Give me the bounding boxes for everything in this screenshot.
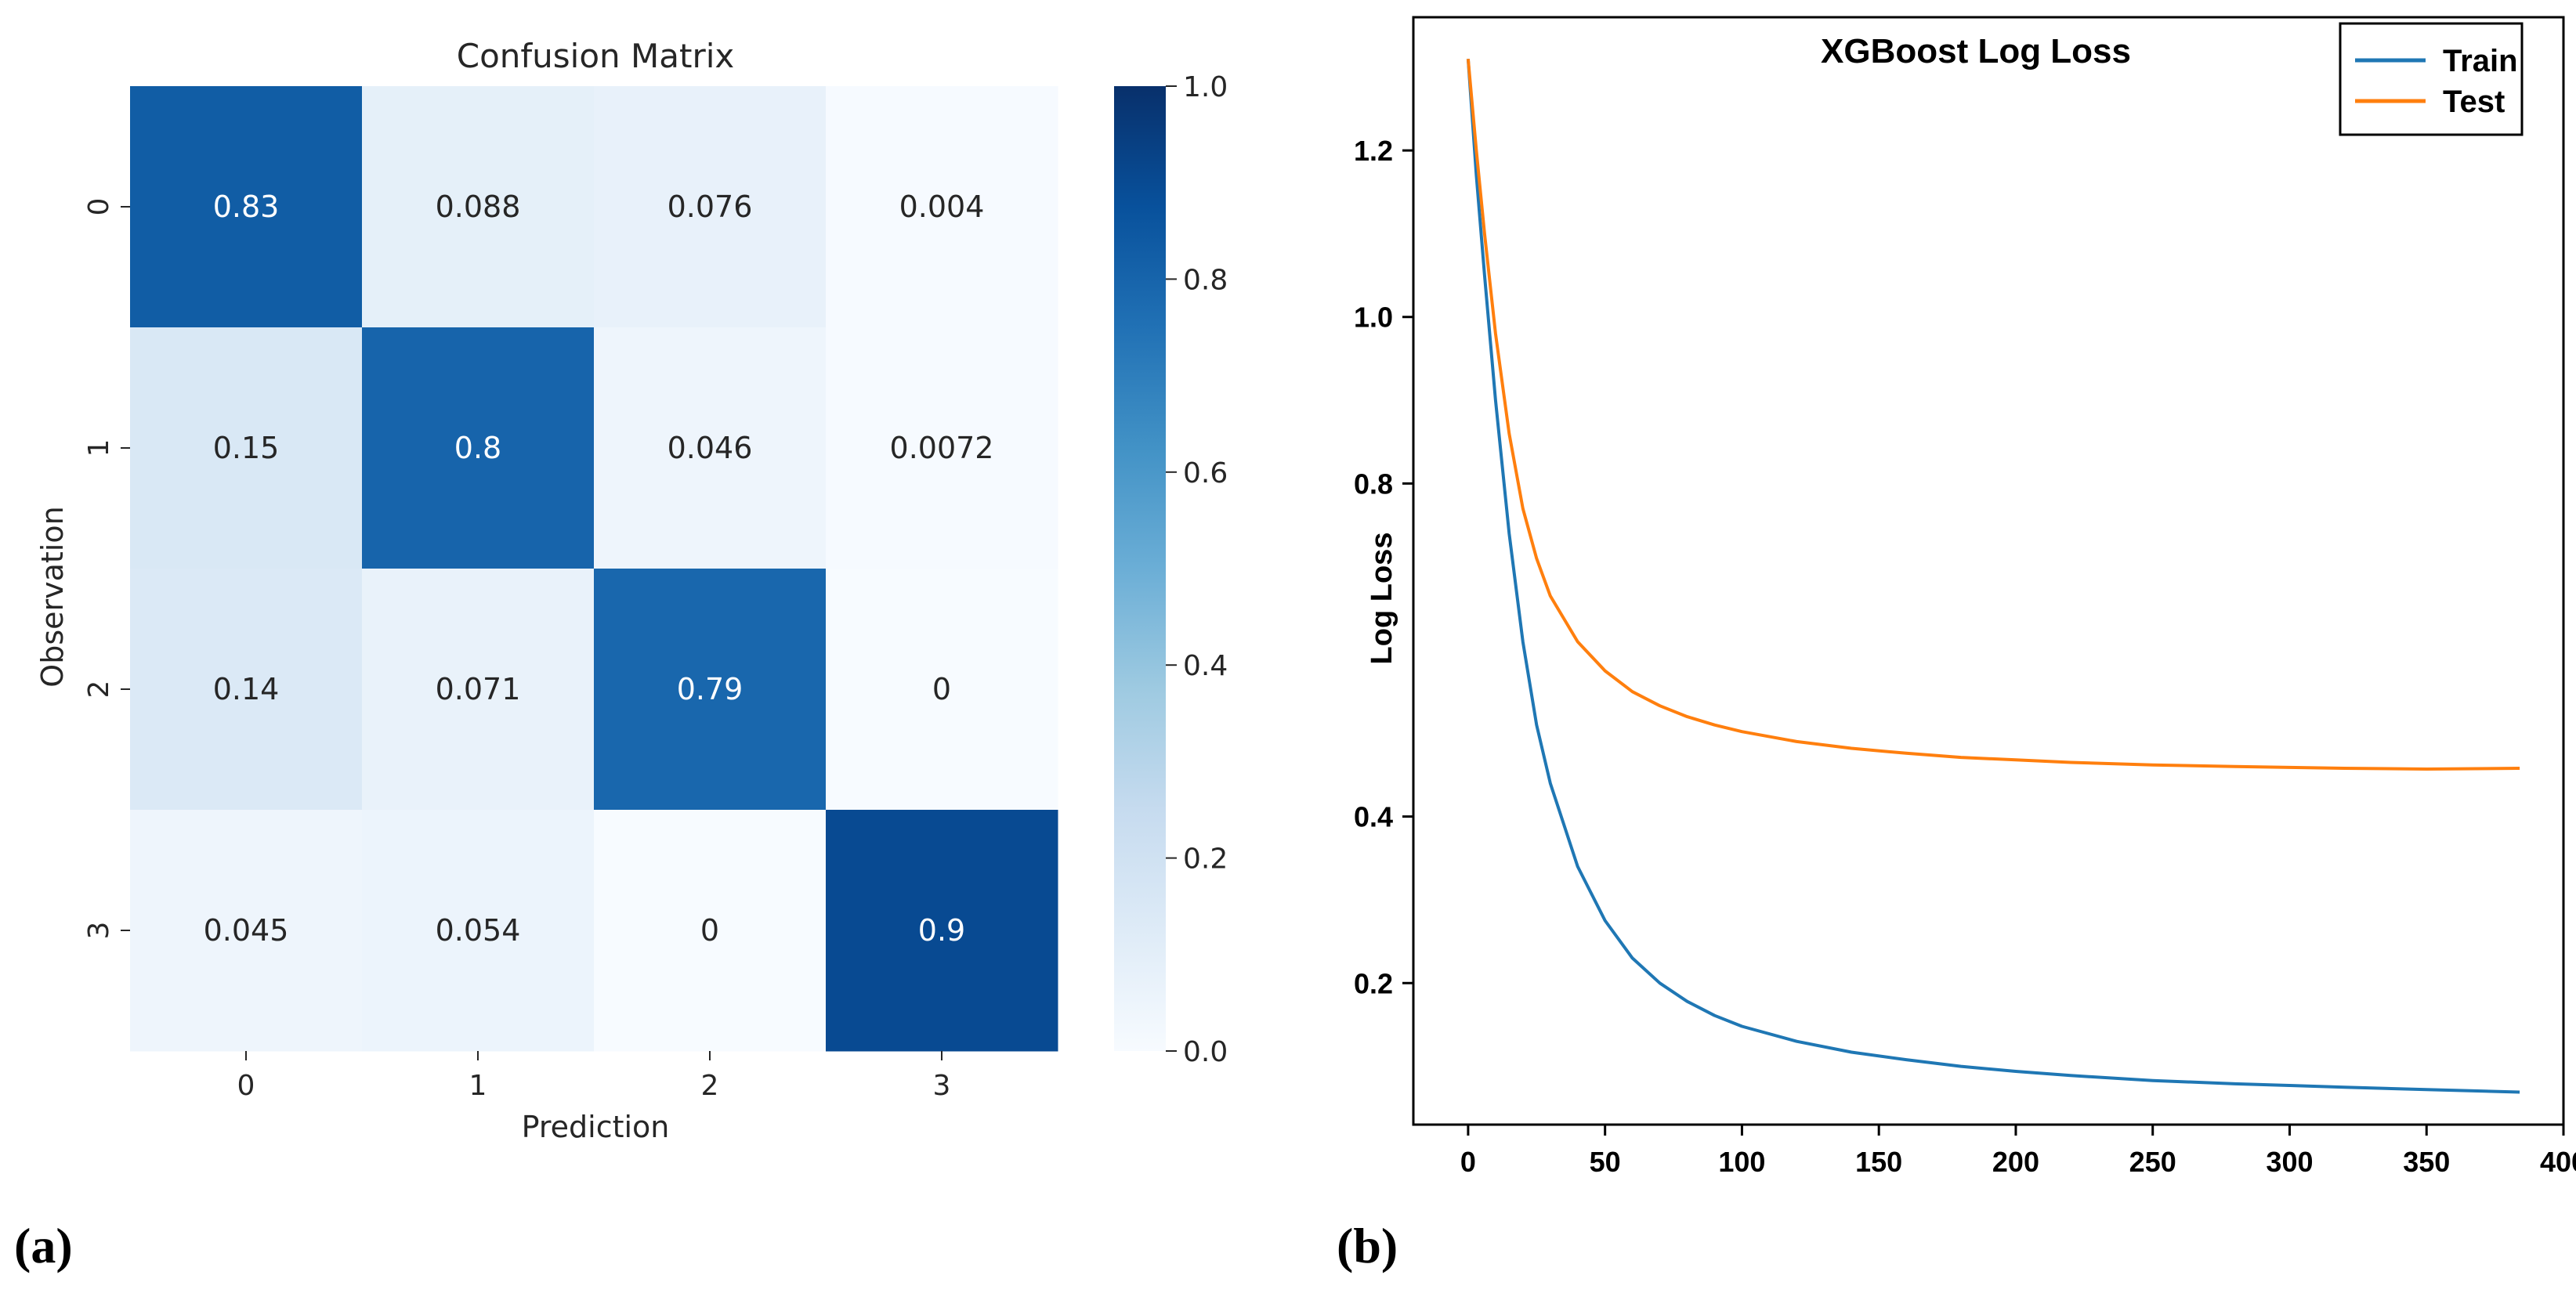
y-tick-label: 1.0 xyxy=(1354,302,1393,334)
heatmap-cell xyxy=(130,569,363,811)
heatmap-cell xyxy=(362,327,595,569)
x-tick-label: 150 xyxy=(1855,1146,1902,1178)
y-tick-label: 0.8 xyxy=(1354,468,1393,500)
y-tick-label: 1.2 xyxy=(1354,135,1393,167)
heatmap-cell xyxy=(826,810,1058,1052)
x-tick-label: 0 xyxy=(1460,1146,1476,1178)
colorbar-tick-label: 0.8 xyxy=(1183,264,1228,296)
x-tick-label: 350 xyxy=(2403,1146,2450,1178)
legend-label-test: Test xyxy=(2443,85,2505,119)
heatmap-cell-label: 0 xyxy=(700,913,719,948)
y-tick-label: 0.4 xyxy=(1354,801,1393,833)
x-tick-label: 2 xyxy=(701,1070,719,1102)
confusion-matrix-x-label: Prediction xyxy=(522,1110,670,1144)
y-tick-label: 3 xyxy=(83,922,115,940)
heatmap-cell xyxy=(594,327,827,569)
log-loss-title: XGBoost Log Loss xyxy=(1821,32,2131,70)
heatmap-cell-label: 0.8 xyxy=(454,431,501,465)
colorbar-tick-label: 0.0 xyxy=(1183,1036,1228,1068)
colorbar-ticks: 0.0 0.2 0.4 0.6 0.8 1.0 xyxy=(1166,71,1228,1068)
confusion-matrix-title: Confusion Matrix xyxy=(457,37,735,75)
log-loss-panel: XGBoost Log Loss 0 50 100 150 200 250 300 350 40… xyxy=(1354,16,2576,1178)
x-tick-label: 3 xyxy=(933,1070,951,1102)
colorbar-tick-label: 0.2 xyxy=(1183,843,1228,876)
log-loss-legend: Train Test xyxy=(2339,22,2524,136)
series-line-test xyxy=(1466,59,2520,771)
heatmap-cell xyxy=(594,86,827,328)
log-loss-y-label: Log Loss xyxy=(1366,533,1398,665)
heatmap-cell-label: 0.076 xyxy=(668,190,753,224)
x-tick-label: 300 xyxy=(2266,1146,2313,1178)
heatmap-cell xyxy=(826,86,1058,328)
heatmap-cell-label: 0.15 xyxy=(213,431,280,465)
log-loss-y-ticks: 0.2 0.4 0.8 1.0 1.2 xyxy=(1354,135,1413,999)
log-loss-x-ticks: 0 50 100 150 200 250 300 350 400 xyxy=(1460,1125,2576,1178)
legend-box xyxy=(2339,22,2524,136)
heatmap-cell xyxy=(130,327,363,569)
heatmap-cell-label: 0.071 xyxy=(436,672,521,706)
y-tick-label: 0 xyxy=(83,198,115,216)
x-tick-label: 400 xyxy=(2540,1146,2576,1178)
heatmap-cell xyxy=(130,86,363,328)
log-loss-plot-frame xyxy=(1412,16,2565,1126)
heatmap-cell xyxy=(130,810,363,1052)
x-tick-label: 250 xyxy=(2129,1146,2176,1178)
confusion-matrix-y-label: Observation xyxy=(35,506,70,687)
heatmap-cell-label: 0.088 xyxy=(436,190,521,224)
x-tick-label: 1 xyxy=(469,1070,487,1102)
heatmap-cell-label: 0.79 xyxy=(677,672,743,706)
heatmap-cell-label: 0.9 xyxy=(918,913,965,948)
panel-label-b: (b) xyxy=(1337,1218,1398,1273)
y-tick-label: 0.2 xyxy=(1354,967,1393,999)
heatmap-cell xyxy=(362,569,595,811)
colorbar xyxy=(1114,86,1166,1051)
y-tick-label: 2 xyxy=(83,681,115,699)
heatmap-cell xyxy=(826,327,1058,569)
confusion-matrix-cells: 0.83 0.088 0.076 0.004 0.15 0.8 0.046 0.0072 0.1… xyxy=(130,86,1058,1052)
heatmap-cell xyxy=(362,810,595,1052)
panel-label-a: (a) xyxy=(14,1218,73,1273)
log-loss-series xyxy=(1466,59,2520,1094)
heatmap-cell xyxy=(594,569,827,811)
heatmap-cell-label: 0.0072 xyxy=(890,431,994,465)
colorbar-tick-label: 0.4 xyxy=(1183,650,1228,682)
confusion-matrix-panel: Confusion Matrix 0.83 0.088 0.076 0.0040.15… xyxy=(35,37,1228,1144)
heatmap-cell-label: 0.046 xyxy=(668,431,753,465)
x-tick-label: 50 xyxy=(1590,1146,1621,1178)
x-tick-label: 100 xyxy=(1718,1146,1765,1178)
confusion-matrix-x-ticks: 0 1 2 3 xyxy=(237,1051,951,1102)
heatmap-cell-label: 0.14 xyxy=(213,672,280,706)
heatmap-cell-label: 0.004 xyxy=(899,190,985,224)
y-tick-label: 1 xyxy=(83,439,115,457)
series-line-train xyxy=(1466,59,2520,1094)
confusion-matrix-y-ticks: 0 1 2 3 xyxy=(83,198,130,940)
heatmap-cell-label: 0 xyxy=(932,672,951,706)
heatmap-cell xyxy=(826,569,1058,811)
colorbar-tick-label: 1.0 xyxy=(1183,71,1228,103)
colorbar-tick-label: 0.6 xyxy=(1183,457,1228,489)
legend-label-train: Train xyxy=(2443,44,2518,78)
heatmap-cell-label: 0.045 xyxy=(204,913,289,948)
x-tick-label: 200 xyxy=(1992,1146,2039,1178)
heatmap-cell-label: 0.83 xyxy=(213,190,280,224)
heatmap-cell xyxy=(594,810,827,1052)
heatmap-cell-label: 0.054 xyxy=(436,913,521,948)
heatmap-cell xyxy=(362,86,595,328)
x-tick-label: 0 xyxy=(237,1070,255,1102)
